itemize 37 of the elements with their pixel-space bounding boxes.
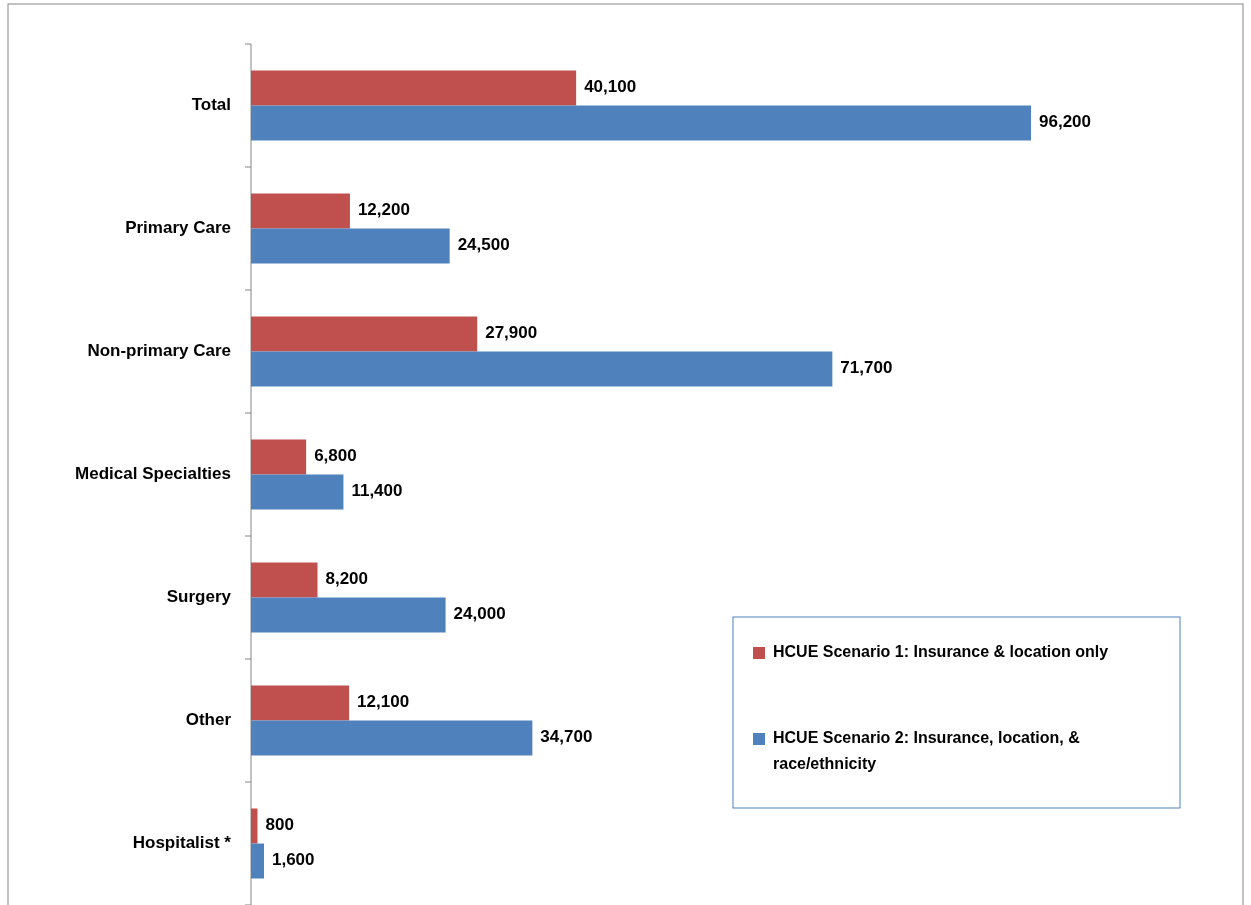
data-label: 8,200 [325,569,369,589]
data-label: 1,600 [271,850,315,870]
data-label: 6,800 [314,446,357,466]
data-label: 27,900 [485,323,538,343]
bar [251,439,307,475]
bar [251,562,318,598]
data-label: 40,100 [584,77,637,97]
bar [251,70,577,106]
bar [251,228,450,264]
bar [251,193,350,229]
data-label: 12,200 [357,200,410,220]
bar [251,685,350,721]
y-tick-label: Other [185,709,232,729]
y-tick-label: Medical Specialties [75,463,231,483]
y-tick-label: Non-primary Care [87,340,231,360]
bar [251,351,833,387]
legend-label: HCUE Scenario 1: Insurance & location only [773,643,1109,661]
bar [251,316,478,352]
y-tick-label: Total [191,94,231,114]
bar [251,720,533,756]
data-label: 34,700 [540,727,593,747]
data-label: 71,700 [840,358,893,378]
y-tick-label: Primary Care [125,217,231,237]
data-label: 12,100 [357,692,410,712]
data-label: 11,400 [351,481,403,501]
y-tick-label: Hospitalist * [132,832,232,852]
data-label: 24,500 [457,235,510,255]
bar [251,474,344,510]
bar [251,843,264,879]
bar [251,597,446,633]
data-label: 800 [265,815,294,835]
data-label: 24,000 [453,604,506,624]
bar [251,808,258,844]
legend-label: HCUE Scenario 2: Insurance, location, & race/ethnicity [773,729,1081,773]
y-tick-label: Surgery [166,586,232,606]
data-label: 96,200 [1039,112,1091,132]
bar [251,105,1031,141]
